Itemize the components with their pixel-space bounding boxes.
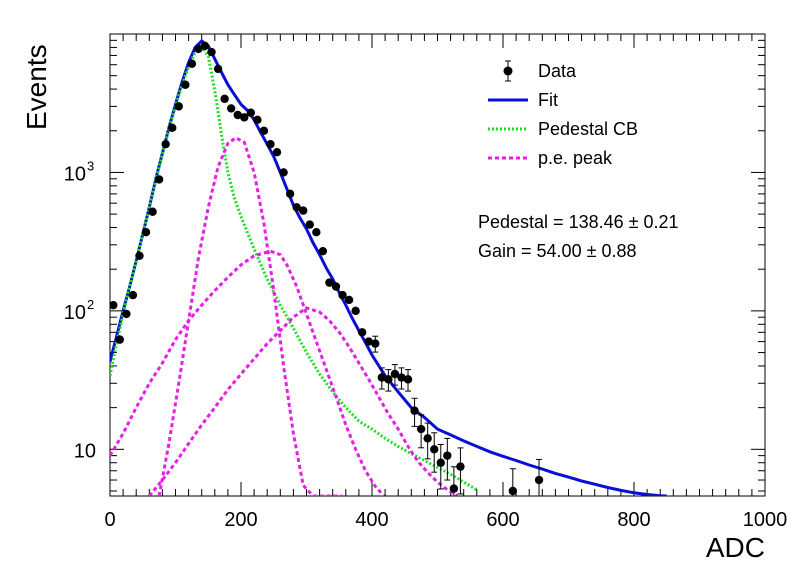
data-point <box>246 108 256 117</box>
series-layer <box>110 39 667 496</box>
data-point <box>449 484 459 493</box>
data-point <box>403 375 413 384</box>
data-point <box>299 206 308 215</box>
y-tick-label: 10 <box>74 440 96 462</box>
legend-label: p.e. peak <box>538 148 613 168</box>
data-point <box>508 486 518 496</box>
data-point <box>416 424 426 434</box>
legend-label: Fit <box>538 90 558 110</box>
data-point <box>207 47 216 57</box>
data-point <box>292 203 301 212</box>
y-tick-label: 10 <box>64 302 86 324</box>
series-line-p-e-peak <box>157 136 343 496</box>
data-point <box>443 451 452 460</box>
data-point <box>194 44 203 54</box>
data-point <box>115 335 125 344</box>
data-point <box>220 94 229 104</box>
x-tick-label: 600 <box>486 509 519 531</box>
data-point <box>338 290 347 300</box>
x-tick-label: 800 <box>617 509 650 531</box>
data-point <box>371 339 380 348</box>
data-point <box>279 168 288 177</box>
series-line-p-e-peak-2 <box>110 249 385 496</box>
series-line-pedestal-cb <box>110 43 478 492</box>
data-point <box>161 139 170 149</box>
x-tick-label: 200 <box>224 509 257 531</box>
data-point <box>213 64 223 74</box>
data-point <box>344 295 354 305</box>
data-point <box>174 102 183 111</box>
y-axis-title: Events <box>21 44 52 130</box>
data-point <box>226 104 236 113</box>
fit-annotation: Pedestal = 138.46 ± 0.21 <box>478 212 679 232</box>
data-point <box>148 207 157 216</box>
data-point <box>233 110 242 120</box>
data-point <box>377 373 387 382</box>
data-point <box>384 375 393 384</box>
x-tick-label: 0 <box>104 509 115 531</box>
data-point <box>331 282 341 291</box>
y-tick-label: 10 <box>64 163 86 185</box>
axis-ticks <box>109 33 766 496</box>
data-point <box>325 278 334 287</box>
data-point <box>357 328 367 337</box>
data-point <box>154 175 164 184</box>
data-point <box>534 475 544 485</box>
data-point <box>423 434 432 443</box>
data-point <box>312 228 321 237</box>
data-point <box>305 220 314 229</box>
data-point <box>110 300 118 310</box>
data-point <box>456 462 465 471</box>
data-point <box>168 123 177 133</box>
y-tick-label-exponent: 3 <box>87 158 94 173</box>
data-point <box>181 80 190 89</box>
data-point <box>351 306 360 316</box>
data-point <box>259 126 269 135</box>
plot-frame <box>109 33 766 497</box>
data-point <box>240 113 249 122</box>
data-point <box>200 41 210 51</box>
data-point <box>390 369 400 379</box>
data-point <box>318 246 328 256</box>
data-point <box>285 189 295 199</box>
data-point <box>364 337 373 346</box>
data-point <box>266 139 275 149</box>
data-point <box>187 59 197 68</box>
data-point <box>430 445 439 454</box>
series-line-fit <box>110 39 667 496</box>
legend-label: Data <box>538 61 577 81</box>
legend-label: Pedestal CB <box>538 119 638 139</box>
x-tick-label: 400 <box>355 509 388 531</box>
fit-annotations: Pedestal = 138.46 ± 0.21 Gain = 54.00 ± 0… <box>478 212 679 261</box>
data-point <box>128 290 138 300</box>
data-point <box>141 228 151 237</box>
data-point <box>253 115 262 125</box>
data-point <box>122 309 131 319</box>
series-line-p-e-peak-3 <box>148 306 458 496</box>
legend: Data Fit Pedestal CB p.e. peak <box>488 60 638 168</box>
fit-annotation: Gain = 54.00 ± 0.88 <box>478 241 637 261</box>
data-point <box>410 406 419 415</box>
data-point <box>135 251 144 260</box>
data-point <box>397 373 406 382</box>
x-axis-title: ADC <box>706 532 765 563</box>
legend-marker <box>503 66 513 76</box>
data-point <box>272 148 282 157</box>
y-tick-label-exponent: 2 <box>87 297 94 312</box>
x-tick-label: 1000 <box>743 509 788 531</box>
data-point <box>436 458 445 467</box>
